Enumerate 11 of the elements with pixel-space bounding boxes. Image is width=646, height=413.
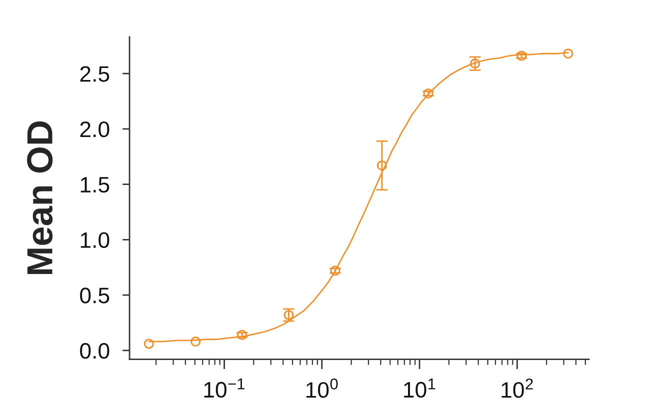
y-tick-label: 0.0 [80, 342, 110, 359]
y-tick-label: 1.0 [80, 232, 110, 248]
x-tick-label: 10$^{2}$ [502, 378, 533, 398]
x-tick-label: 10$^{1}$ [404, 378, 436, 398]
y-tick-label: 2.0 [80, 121, 110, 138]
y-axis-title: Mean OD [27, 121, 53, 274]
y-tick-label: 0.5 [80, 288, 110, 304]
x-tick-label: 10$^{−1}$ [204, 378, 245, 398]
x-tick-label: 10$^{0}$ [306, 378, 338, 398]
y-tick-label: 1.5 [80, 177, 110, 193]
y-tick-label: 2.5 [80, 66, 110, 82]
